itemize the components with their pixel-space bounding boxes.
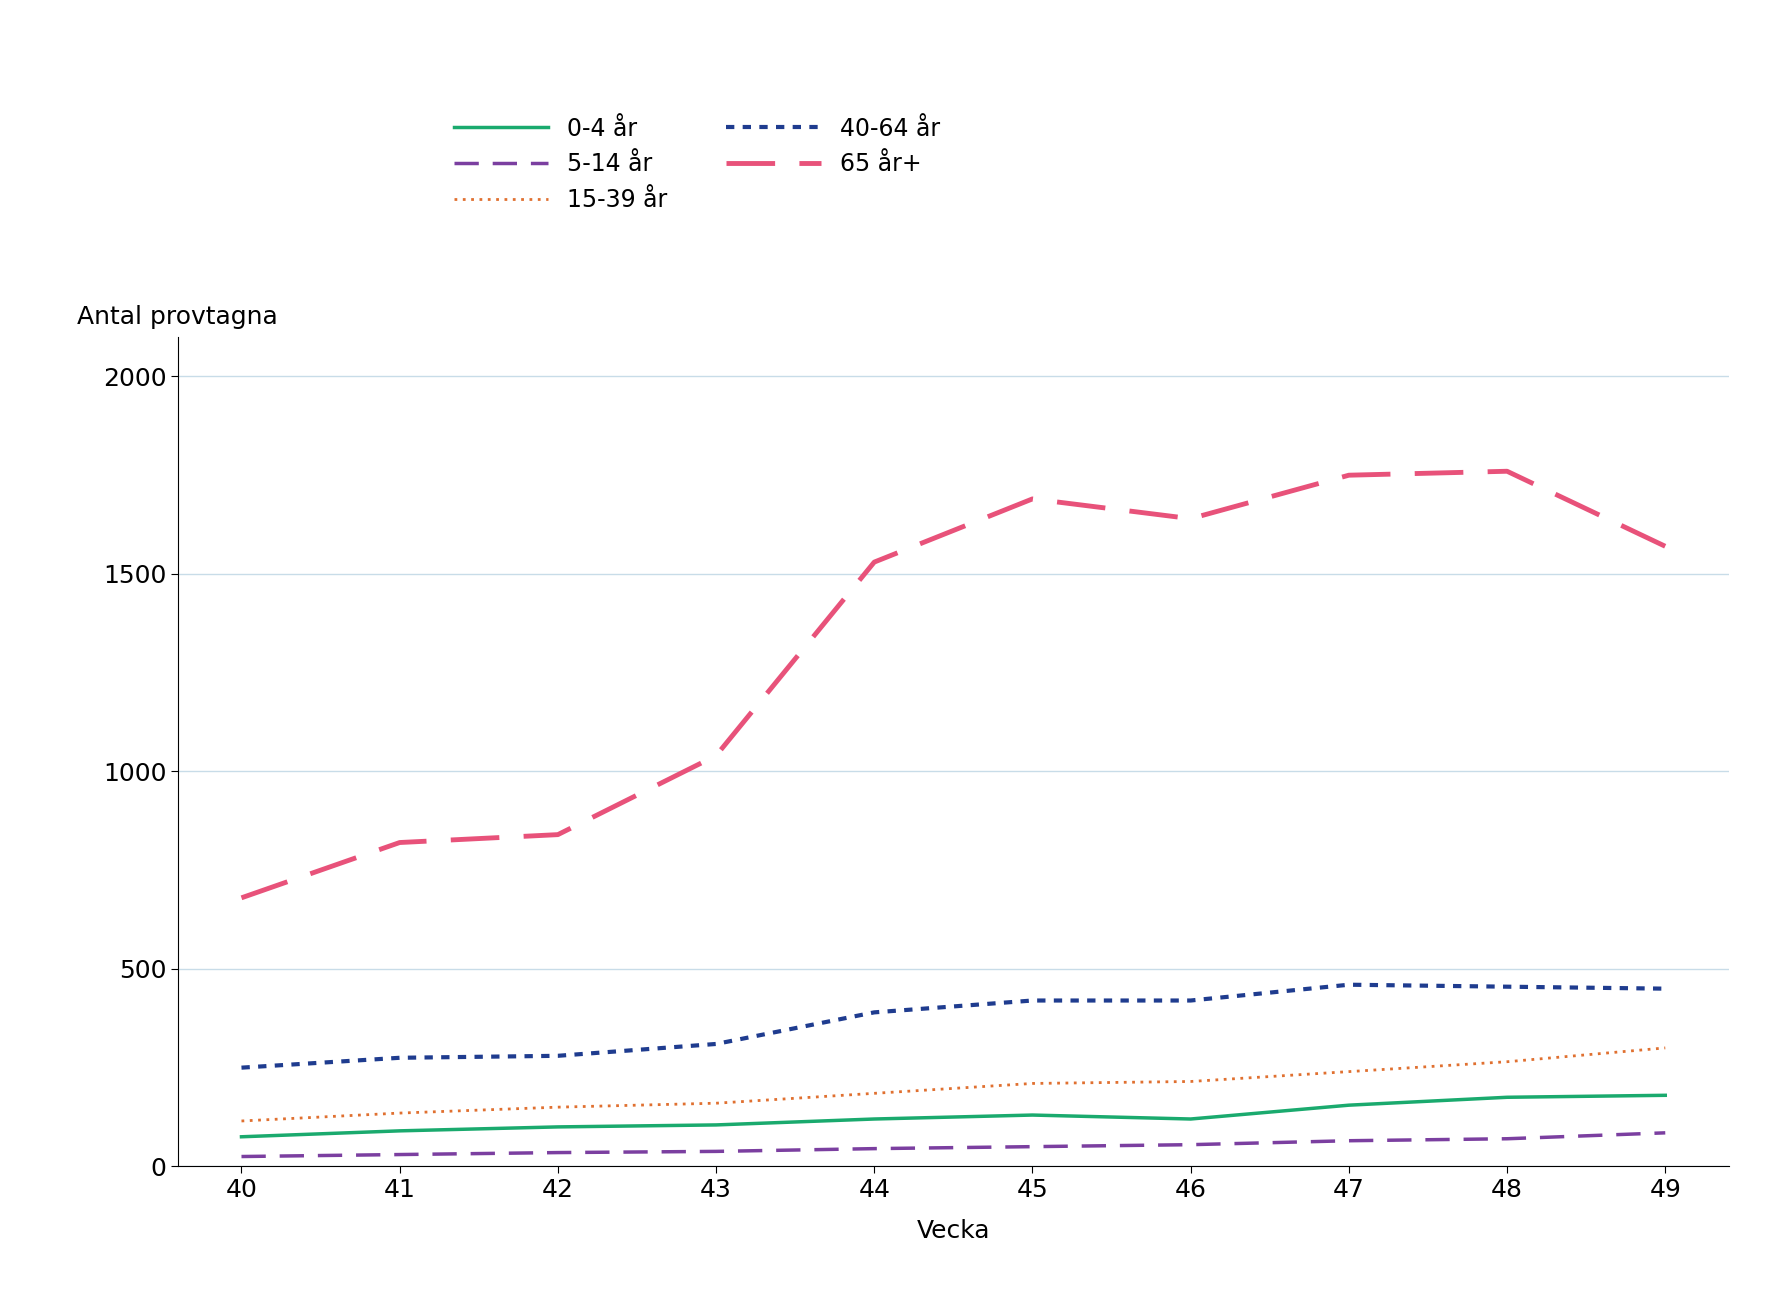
Text: Antal provtagna: Antal provtagna [77,305,278,329]
X-axis label: Vecka: Vecka [916,1218,991,1243]
Legend: 0-4 år, 5-14 år, 15-39 år, 40-64 år, 65 år+, : 0-4 år, 5-14 år, 15-39 år, 40-64 år, 65 … [454,117,939,213]
